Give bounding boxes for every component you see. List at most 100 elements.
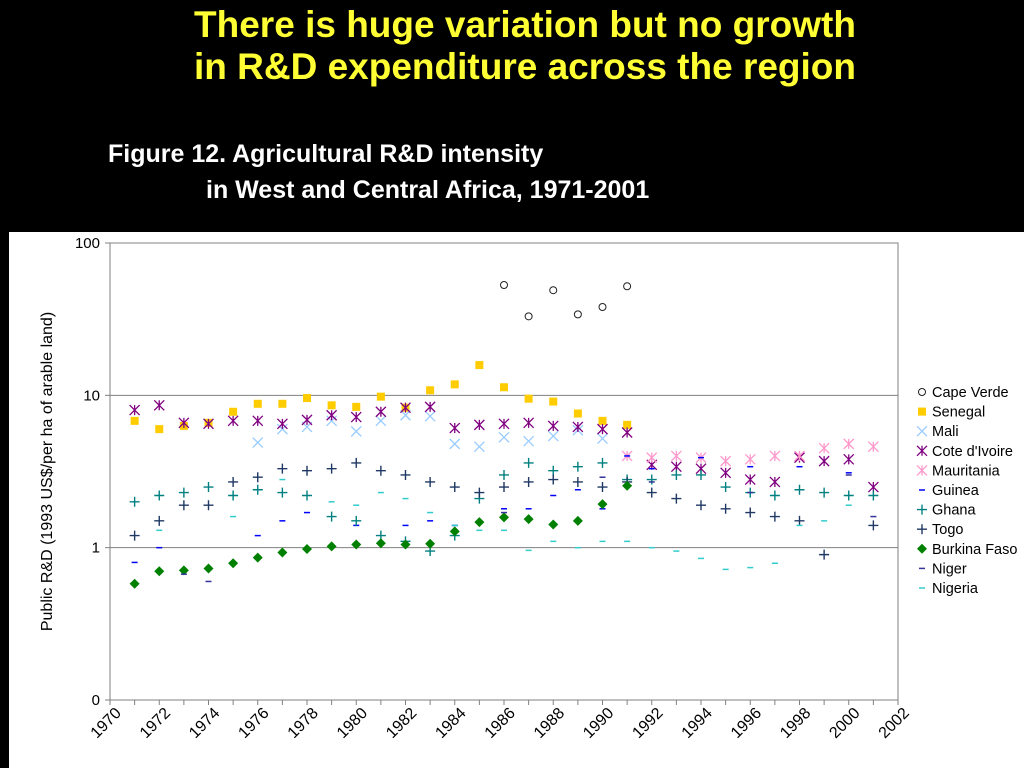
data-point [769, 511, 780, 522]
data-point [523, 476, 534, 487]
data-point [400, 539, 411, 550]
y-tick-label: 100 [75, 235, 100, 252]
slide-headline-line1: There is huge variation but no growth [194, 4, 856, 45]
data-point [598, 416, 607, 425]
data-point [868, 520, 879, 531]
data-point [227, 415, 239, 427]
data-point [597, 433, 608, 445]
data-point [449, 482, 460, 493]
data-point [548, 465, 559, 476]
series-burkina-faso [129, 480, 633, 589]
data-point [228, 490, 239, 501]
data-point [178, 565, 189, 576]
data-point [326, 541, 337, 552]
data-point [549, 286, 558, 295]
data-point [154, 566, 165, 577]
data-point [228, 558, 239, 569]
data-point [548, 474, 559, 485]
data-point [867, 441, 879, 453]
data-point [277, 487, 288, 498]
data-point [326, 415, 338, 427]
data-point [252, 552, 263, 563]
x-tick-label: 2002 [876, 705, 913, 742]
legend-label: Nigeria [932, 581, 979, 597]
series-cape-verde [500, 281, 632, 321]
legend-label: Mauritania [932, 463, 1001, 479]
data-point [129, 530, 140, 541]
data-point [547, 430, 559, 442]
data-point [178, 487, 189, 498]
data-point [253, 399, 262, 408]
data-point [598, 303, 607, 312]
data-point [868, 490, 879, 501]
data-point [623, 282, 632, 291]
data-point [671, 469, 682, 480]
data-point [326, 463, 337, 474]
data-point [499, 482, 509, 493]
y-tick-label: 1 [92, 540, 100, 557]
legend-label: Cote d'Ivoire [932, 444, 1013, 460]
series-nigeria [156, 478, 852, 571]
data-point [276, 418, 288, 430]
data-point [425, 538, 436, 549]
data-point [474, 517, 485, 528]
data-point [327, 401, 336, 410]
legend-label: Niger [932, 561, 967, 577]
data-point [473, 419, 485, 431]
data-point [130, 416, 139, 425]
data-point [424, 410, 436, 422]
data-point [350, 425, 362, 437]
x-tick-label: 1976 [235, 705, 272, 742]
series-mauritania [621, 438, 879, 467]
data-point [129, 578, 140, 589]
series-niger [180, 474, 877, 583]
x-tick-label: 1970 [88, 705, 125, 742]
data-point [720, 455, 732, 467]
y-axis-label: Public R&D (1993 US$/per ha of arable la… [39, 312, 56, 631]
data-point [696, 469, 706, 480]
data-point [276, 423, 288, 435]
data-point [178, 500, 189, 511]
data-point [646, 474, 657, 485]
data-point [500, 383, 508, 392]
data-point [228, 476, 239, 487]
data-point [573, 409, 582, 418]
data-point [523, 435, 535, 447]
data-point [524, 394, 533, 403]
data-point [720, 467, 732, 479]
series-guinea [131, 455, 852, 564]
legend-label: Guinea [932, 483, 980, 499]
data-point [498, 418, 510, 430]
data-point [622, 480, 633, 491]
data-point [745, 507, 756, 518]
data-point [301, 414, 313, 426]
legend: Cape Verde Senegal Mali Cote d'Ivoire Maurit… [916, 385, 1017, 597]
x-tick-label: 1990 [580, 705, 617, 742]
data-point [203, 482, 214, 493]
data-point [696, 500, 706, 511]
chart-panel: 0 1 10 100 1970 1972 1974 1976 1978 1980 1982 1984 1… [9, 232, 1024, 768]
legend-marker [918, 407, 926, 416]
data-point [548, 519, 559, 530]
data-point [252, 415, 264, 427]
data-point [597, 499, 608, 510]
data-point [154, 490, 165, 501]
data-point [769, 450, 781, 462]
legend-label: Burkina Faso [932, 542, 1017, 558]
x-tick-label: 1998 [777, 705, 814, 742]
data-point [843, 453, 855, 465]
x-tick-label: 1986 [482, 705, 519, 742]
x-tick-label: 1984 [432, 705, 469, 742]
legend-marker [917, 543, 927, 554]
data-point [277, 547, 288, 558]
data-point [252, 437, 264, 448]
data-point [302, 465, 312, 476]
series-ghana [129, 457, 879, 557]
legend-marker [917, 524, 927, 535]
data-point [499, 469, 509, 480]
figure-title-line1: Figure 12. Agricultural R&D intensity [108, 140, 544, 168]
data-point [426, 386, 435, 395]
y-tick-label: 10 [83, 387, 100, 404]
x-tick-label: 1982 [383, 705, 420, 742]
data-point [375, 465, 386, 476]
